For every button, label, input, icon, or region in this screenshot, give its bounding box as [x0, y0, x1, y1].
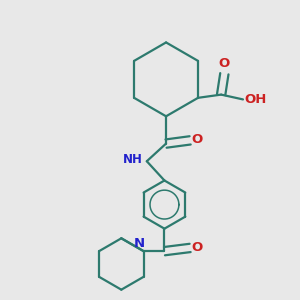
- Text: O: O: [219, 57, 230, 70]
- Text: O: O: [192, 241, 203, 254]
- Text: NH: NH: [122, 153, 142, 166]
- Text: N: N: [134, 236, 145, 250]
- Text: OH: OH: [244, 93, 267, 106]
- Text: O: O: [192, 133, 203, 146]
